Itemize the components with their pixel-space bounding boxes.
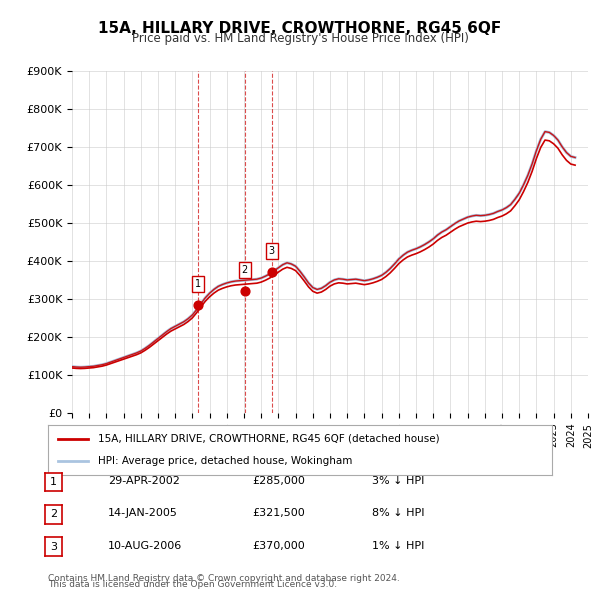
Text: 15A, HILLARY DRIVE, CROWTHORNE, RG45 6QF: 15A, HILLARY DRIVE, CROWTHORNE, RG45 6QF <box>98 21 502 35</box>
Text: Price paid vs. HM Land Registry's House Price Index (HPI): Price paid vs. HM Land Registry's House … <box>131 32 469 45</box>
Text: 1% ↓ HPI: 1% ↓ HPI <box>372 541 424 550</box>
Point <box>267 268 277 277</box>
Text: 2: 2 <box>50 510 57 519</box>
Text: 14-JAN-2005: 14-JAN-2005 <box>108 509 178 518</box>
Text: 1: 1 <box>195 278 201 289</box>
Text: 3: 3 <box>269 247 275 257</box>
Text: Contains HM Land Registry data © Crown copyright and database right 2024.: Contains HM Land Registry data © Crown c… <box>48 574 400 583</box>
Text: 8% ↓ HPI: 8% ↓ HPI <box>372 509 425 518</box>
Point <box>240 286 250 296</box>
Text: £370,000: £370,000 <box>252 541 305 550</box>
Text: 3% ↓ HPI: 3% ↓ HPI <box>372 476 424 486</box>
Text: 2: 2 <box>242 265 248 275</box>
Text: £321,500: £321,500 <box>252 509 305 518</box>
Text: 1: 1 <box>50 477 57 487</box>
Text: 10-AUG-2006: 10-AUG-2006 <box>108 541 182 550</box>
Text: 3: 3 <box>50 542 57 552</box>
Text: This data is licensed under the Open Government Licence v3.0.: This data is licensed under the Open Gov… <box>48 580 337 589</box>
Point <box>193 300 203 309</box>
Text: 29-APR-2002: 29-APR-2002 <box>108 476 180 486</box>
Text: £285,000: £285,000 <box>252 476 305 486</box>
Text: 15A, HILLARY DRIVE, CROWTHORNE, RG45 6QF (detached house): 15A, HILLARY DRIVE, CROWTHORNE, RG45 6QF… <box>98 434 440 444</box>
Text: HPI: Average price, detached house, Wokingham: HPI: Average price, detached house, Woki… <box>98 456 353 466</box>
